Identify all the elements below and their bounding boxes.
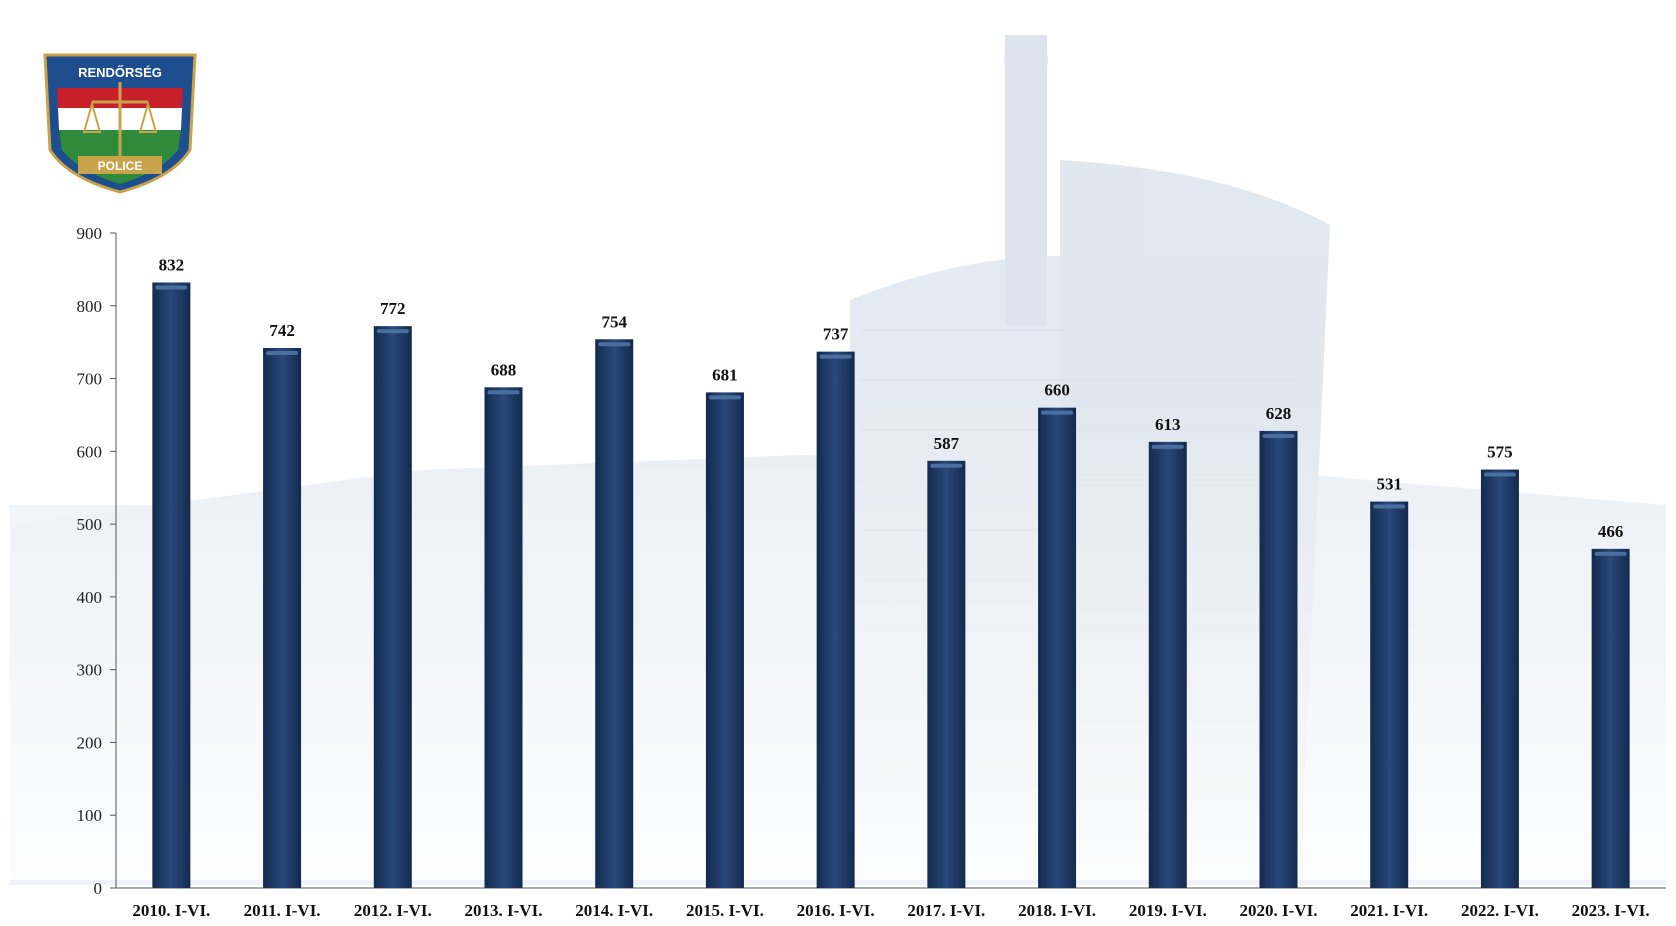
- bar-highlight: [155, 285, 188, 290]
- bar-body: [373, 326, 412, 889]
- bar: [927, 460, 966, 888]
- bar-highlight: [1262, 433, 1295, 438]
- bar: [1038, 407, 1077, 888]
- data-label: 575: [1487, 443, 1513, 462]
- bar: [1480, 469, 1519, 888]
- y-tick-label: 100: [77, 806, 103, 825]
- bar: [484, 387, 523, 888]
- x-tick-label: 2016. I-VI.: [797, 901, 875, 920]
- x-tick-label: 2022. I-VI.: [1461, 901, 1539, 920]
- bar-highlight: [598, 342, 631, 347]
- bar-body: [1480, 469, 1519, 888]
- data-label: 737: [823, 325, 849, 344]
- x-tick-label: 2014. I-VI.: [575, 901, 653, 920]
- bar-highlight: [1594, 551, 1627, 556]
- bar: [1148, 441, 1187, 888]
- bar-highlight: [376, 329, 409, 334]
- bar: [1370, 501, 1409, 888]
- x-tick-label: 2015. I-VI.: [686, 901, 764, 920]
- y-tick-label: 400: [77, 588, 103, 607]
- bar-highlight: [708, 395, 741, 400]
- data-labels: 832 742 772 688 754 681 737 587 660 613 628 531 575 4…: [159, 255, 1624, 540]
- y-tick-label: 600: [77, 442, 103, 461]
- bar-highlight: [266, 350, 299, 355]
- logo-bottom-text: POLICE: [98, 159, 143, 173]
- data-label: 832: [159, 255, 185, 274]
- x-tick-label: 2010. I-VI.: [132, 901, 210, 920]
- y-tick-label: 0: [94, 879, 103, 898]
- bar-highlight: [1483, 472, 1516, 477]
- data-label: 772: [380, 299, 406, 318]
- bar: [373, 326, 412, 889]
- y-tick-label: 900: [77, 224, 103, 243]
- bar-body: [1148, 441, 1187, 888]
- bar-series: [152, 282, 1630, 889]
- bar-highlight: [930, 463, 963, 468]
- y-tick-label: 800: [77, 297, 103, 316]
- x-tick-label: 2021. I-VI.: [1350, 901, 1428, 920]
- bar-body: [263, 347, 302, 888]
- x-tick-label: 2020. I-VI.: [1240, 901, 1318, 920]
- bar: [705, 392, 744, 888]
- police-logo: RENDŐRSÉG POLICE: [43, 53, 197, 194]
- x-tick-label: 2017. I-VI.: [907, 901, 985, 920]
- x-tick-label: 2023. I-VI.: [1572, 901, 1650, 920]
- bar-body: [1591, 548, 1630, 888]
- bar-body: [1259, 430, 1298, 888]
- x-tick-label: 2012. I-VI.: [354, 901, 432, 920]
- bar-highlight: [487, 390, 520, 395]
- bar: [595, 339, 634, 888]
- bar-highlight: [819, 354, 852, 359]
- bar: [263, 347, 302, 888]
- bar-body: [927, 460, 966, 888]
- data-label: 466: [1598, 522, 1624, 541]
- y-tick-label: 700: [77, 370, 103, 389]
- data-label: 681: [712, 365, 738, 384]
- y-tick-label: 200: [77, 733, 103, 752]
- data-label: 660: [1044, 381, 1070, 400]
- data-label: 587: [934, 434, 960, 453]
- x-axis-labels: 2010. I-VI. 2011. I-VI. 2012. I-VI. 2013. I…: [132, 901, 1649, 920]
- bar: [1591, 548, 1630, 888]
- x-tick-label: 2018. I-VI.: [1018, 901, 1096, 920]
- x-tick-label: 2019. I-VI.: [1129, 901, 1207, 920]
- data-label: 754: [601, 312, 627, 331]
- bar-body: [1038, 407, 1077, 888]
- bar-body: [705, 392, 744, 888]
- bar: [816, 351, 855, 888]
- data-label: 613: [1155, 415, 1181, 434]
- data-label: 531: [1376, 475, 1402, 494]
- logo-top-text: RENDŐRSÉG: [78, 65, 162, 80]
- data-label: 628: [1266, 404, 1292, 423]
- bar-body: [595, 339, 634, 888]
- y-tick-label: 300: [77, 661, 103, 680]
- y-tick-label: 500: [77, 515, 103, 534]
- bar-body: [484, 387, 523, 888]
- bar: [152, 282, 191, 888]
- bar-body: [1370, 501, 1409, 888]
- y-axis-ticks: 0 100 200 300 400 500 600 700 800 900: [77, 224, 116, 898]
- data-label: 742: [269, 321, 295, 340]
- bar-body: [152, 282, 191, 888]
- x-tick-label: 2013. I-VI.: [465, 901, 543, 920]
- bar-highlight: [1373, 504, 1406, 509]
- data-label: 688: [491, 360, 517, 379]
- x-tick-label: 2011. I-VI.: [244, 901, 321, 920]
- bar-body: [816, 351, 855, 888]
- bar: [1259, 430, 1298, 888]
- bar-highlight: [1151, 444, 1184, 449]
- bar-highlight: [1041, 410, 1074, 415]
